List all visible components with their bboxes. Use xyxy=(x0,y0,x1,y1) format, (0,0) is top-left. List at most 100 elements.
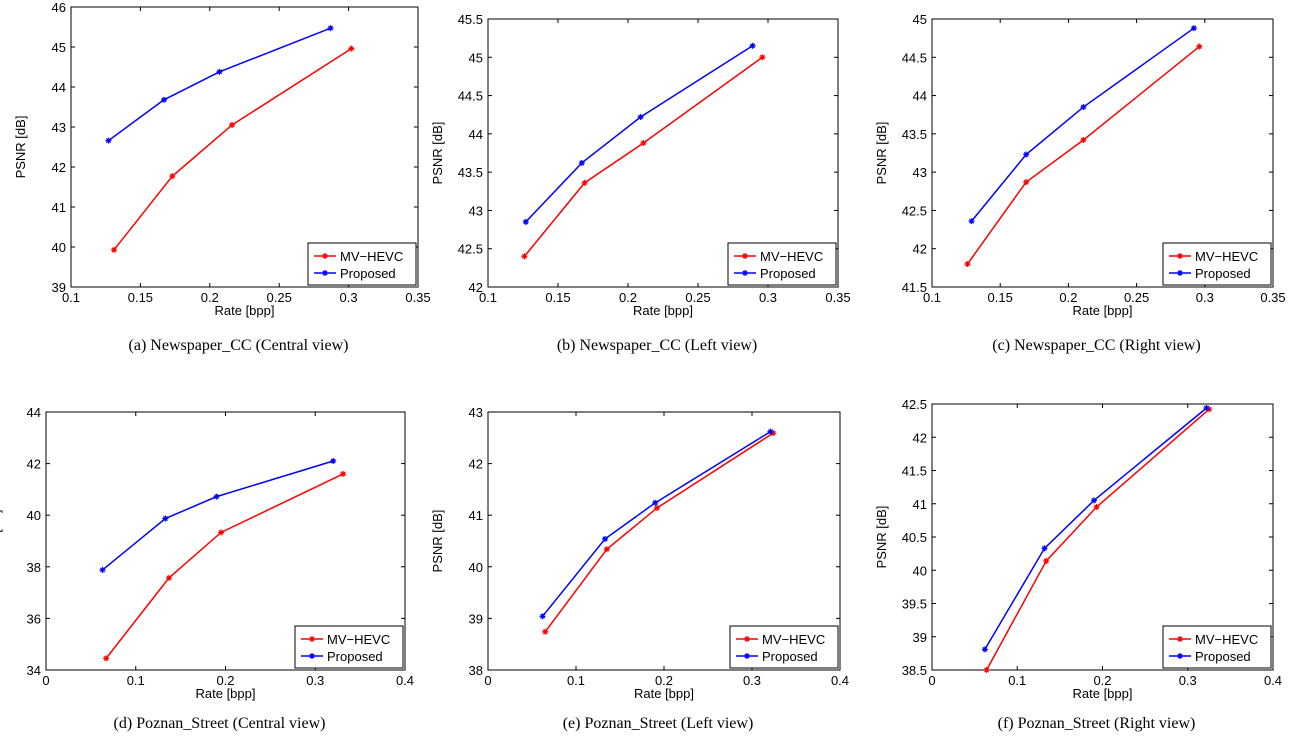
y-tick-label: 42.5 xyxy=(458,242,483,257)
data-point xyxy=(165,574,172,581)
legend: MV−HEVC Proposed xyxy=(1162,625,1272,669)
x-tick-label: 0.4 xyxy=(396,673,414,688)
data-point xyxy=(578,159,585,166)
x-tick-label: 0.4 xyxy=(831,673,849,688)
data-point xyxy=(216,68,223,75)
legend-label: MV−HEVC xyxy=(340,249,403,264)
x-tick-label: 0.1 xyxy=(127,673,145,688)
y-tick-label: 40 xyxy=(913,563,927,578)
data-point xyxy=(1090,497,1097,504)
y-tick-label: 42.5 xyxy=(902,203,927,218)
legend-marker xyxy=(1177,653,1183,659)
y-tick-label: 40.5 xyxy=(902,530,927,545)
y-axis-label: PSNR [dB] xyxy=(0,510,3,573)
y-tick-label: 39 xyxy=(913,630,927,645)
legend: MV−HEVC Proposed xyxy=(307,242,417,286)
y-tick-label: 39 xyxy=(469,611,483,626)
y-axis-label: PSNR [dB] xyxy=(874,122,889,185)
x-tick-label: 0.25 xyxy=(685,290,710,305)
data-point xyxy=(581,179,588,186)
plot-area xyxy=(70,6,419,288)
series-line-mv-hevc xyxy=(113,47,352,251)
x-tick-label: 0.3 xyxy=(743,673,761,688)
x-tick-label: 0.1 xyxy=(567,673,585,688)
data-point xyxy=(964,261,971,268)
data-point xyxy=(111,246,118,253)
x-tick-label: 0.2 xyxy=(216,673,234,688)
legend-label: Proposed xyxy=(327,649,383,664)
legend: MV−HEVC Proposed xyxy=(729,625,839,669)
x-tick-label: 0.2 xyxy=(1059,290,1077,305)
y-tick-label: 41 xyxy=(913,497,927,512)
x-tick-label: 0.2 xyxy=(201,290,219,305)
x-axis-label: Rate [bpp] xyxy=(1073,686,1133,701)
y-tick-label: 38 xyxy=(27,560,41,575)
y-tick-label: 39 xyxy=(52,280,66,295)
data-point xyxy=(1043,557,1050,564)
y-tick-label: 40 xyxy=(52,240,66,255)
legend-label: Proposed xyxy=(1195,266,1251,281)
data-point xyxy=(103,655,110,662)
series-line-mv-hevc xyxy=(544,432,774,633)
series-line-proposed xyxy=(102,460,334,571)
data-point xyxy=(340,470,347,477)
x-tick-label: 0.3 xyxy=(1179,673,1197,688)
y-tick-label: 44 xyxy=(27,405,41,420)
x-tick-label: 0.2 xyxy=(1093,673,1111,688)
data-point xyxy=(539,613,546,620)
data-point xyxy=(1190,25,1197,32)
data-point xyxy=(602,535,609,542)
data-point xyxy=(160,96,167,103)
x-tick-label: 0.1 xyxy=(923,290,941,305)
x-axis-label: Rate [bpp] xyxy=(634,686,694,701)
series-line-proposed xyxy=(108,27,331,142)
data-point xyxy=(749,42,756,49)
series-line-proposed xyxy=(525,45,754,223)
legend-marker xyxy=(1177,253,1183,259)
legend-marker xyxy=(309,653,315,659)
legend-label: Proposed xyxy=(762,649,818,664)
data-point xyxy=(521,253,528,260)
legend-label: MV−HEVC xyxy=(760,249,823,264)
chart-panel-1: 0.1 0.15 0.2 0.25 0.3 0.35 39 40 41 42 43 44 45 46 Rat… xyxy=(13,0,431,354)
y-tick-label: 43 xyxy=(913,165,927,180)
y-tick-label: 41 xyxy=(469,508,483,523)
x-tick-label: 0.25 xyxy=(267,290,292,305)
legend-label: MV−HEVC xyxy=(762,632,825,647)
data-point xyxy=(218,529,225,536)
chart-panel-6: 0 0.1 0.2 0.3 0.4 38.5 39 39.5 40 40.5 41 41.5 42 42.… xyxy=(874,397,1282,732)
legend-marker xyxy=(742,253,748,259)
x-tick-label: 0 xyxy=(928,673,935,688)
y-tick-label: 43.5 xyxy=(458,165,483,180)
chart-panel-4: 0 0.1 0.2 0.3 0.4 34 36 38 40 42 44 Rate [bpp] PSNR … xyxy=(0,405,414,732)
panel-caption: (a) Newspaper_CC (Central view) xyxy=(129,337,349,354)
plot-area xyxy=(931,18,1274,288)
y-tick-label: 45.5 xyxy=(458,12,483,27)
data-point xyxy=(1203,404,1210,411)
y-tick-label: 46 xyxy=(52,0,66,15)
y-tick-label: 38 xyxy=(469,663,483,678)
x-axis-label: Rate [bpp] xyxy=(1073,303,1133,318)
y-tick-label: 42 xyxy=(469,280,483,295)
data-point xyxy=(99,566,106,573)
x-axis-label: Rate [bpp] xyxy=(215,303,275,318)
y-tick-label: 43 xyxy=(469,203,483,218)
data-point xyxy=(1023,151,1030,158)
y-tick-label: 42 xyxy=(913,242,927,257)
x-tick-label: 0.35 xyxy=(405,290,430,305)
x-tick-label: 0.15 xyxy=(988,290,1013,305)
data-point xyxy=(1041,545,1048,552)
data-point xyxy=(983,667,990,673)
legend-marker xyxy=(309,636,315,642)
y-tick-label: 43 xyxy=(469,405,483,420)
data-point xyxy=(330,458,337,465)
y-tick-label: 39.5 xyxy=(902,597,927,612)
data-point xyxy=(522,218,529,225)
x-tick-label: 0.35 xyxy=(825,290,850,305)
series-line-mv-hevc xyxy=(523,56,763,257)
data-point xyxy=(327,25,334,32)
chart-panel-3: 0.1 0.15 0.2 0.25 0.3 0.35 41.5 42 42.5 43 43.5 44 4… xyxy=(874,12,1286,354)
x-tick-label: 0 xyxy=(42,673,49,688)
y-tick-label: 44 xyxy=(469,127,483,142)
